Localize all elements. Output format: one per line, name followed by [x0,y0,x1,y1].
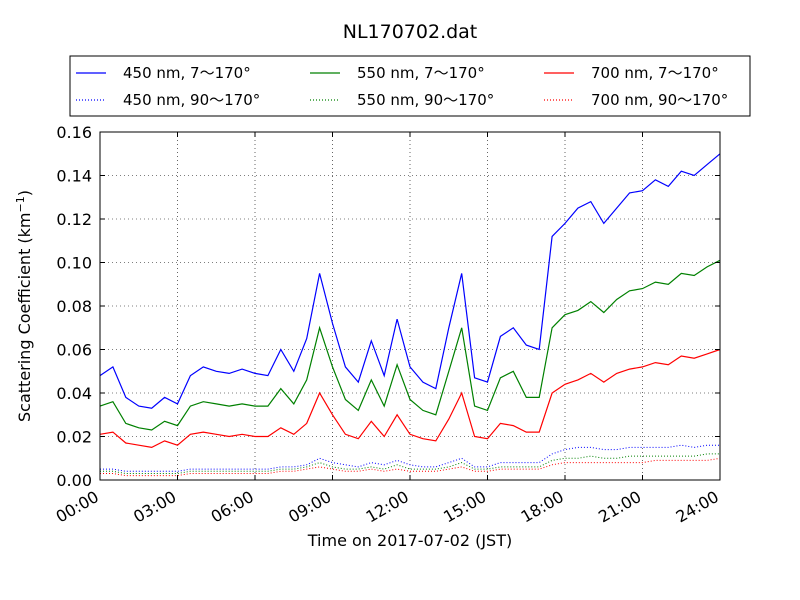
y-tick-label: 0.08 [56,297,92,316]
series-line-3 [100,453,720,474]
x-tick-label: 24:00 [673,487,722,527]
y-tick-label: 0.06 [56,341,92,360]
chart-title: NL170702.dat [343,21,478,43]
x-tick-label: 03:00 [130,487,179,527]
x-tick-label: 21:00 [595,487,644,527]
y-tick-label: 0.16 [56,123,92,142]
legend-frame [69,55,751,117]
series-line-0 [99,153,721,409]
y-tick-label: 0.12 [56,210,92,229]
legend-label-4: 700 nm, 7～170° [591,64,719,82]
x-tick-label: 18:00 [518,487,567,527]
y-axis-label-close: ) [15,190,34,196]
x-tick-label: 09:00 [285,487,334,527]
legend-label-0: 450 nm, 7～170° [123,64,251,82]
x-tick-label: 12:00 [363,487,412,527]
legend-label-3: 550 nm, 90～170° [357,91,494,109]
x-tick-label: 06:00 [208,487,257,527]
y-axis-label: Scattering Coefficient (km−1) [14,190,34,422]
series-line-5 [100,457,721,477]
x-tick-label: 15:00 [440,487,489,527]
legend: 450 nm, 7～170° 450 nm, 90～170° 550 nm, 7～1… [69,55,751,117]
legend-label-2: 550 nm, 7～170° [357,64,485,82]
x-tick-label: 00:00 [53,487,102,527]
series-line-4 [99,348,721,449]
legend-label-5: 700 nm, 90～170° [591,91,728,109]
x-axis-label: Time on 2017-07-02 (JST) [307,531,512,550]
series-line-1 [100,444,720,472]
legend-label-1: 450 nm, 90～170° [123,91,260,109]
y-tick-label: 0.04 [56,384,92,403]
y-tick-label: 0.10 [56,254,92,273]
y-tick-label: 0.00 [56,471,92,490]
plot-area [99,131,721,481]
y-axis-label-sup: −1 [14,196,27,212]
y-axis-label-main: Scattering Coefficient (km [15,212,34,422]
y-tick-label: 0.14 [56,167,92,186]
y-tick-label: 0.02 [56,428,92,447]
series-line-2 [99,259,721,431]
